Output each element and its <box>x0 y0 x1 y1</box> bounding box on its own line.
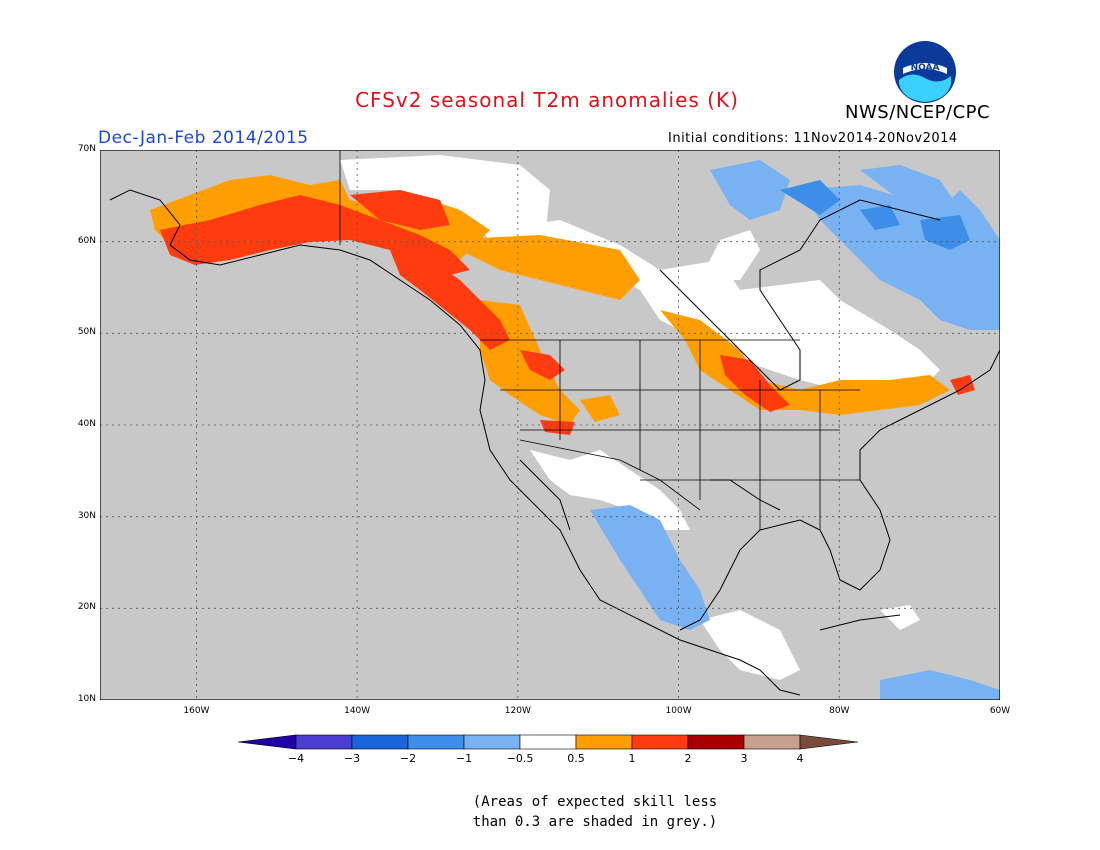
colorbar-segment <box>463 734 521 750</box>
colorbar-tick-label: −4 <box>287 752 305 765</box>
colorbar-tick-label: −1 <box>455 752 473 765</box>
initial-conditions-label: Initial conditions: 11Nov2014-20Nov2014 <box>668 131 958 146</box>
svg-text:NOAA: NOAA <box>911 63 940 73</box>
colorbar-tick-label: −2 <box>399 752 417 765</box>
latitude-label: 60N <box>77 235 96 246</box>
longitude-label: 120W <box>504 706 531 716</box>
latitude-label: 50N <box>77 327 96 338</box>
coastlines <box>109 189 1000 696</box>
graticule <box>100 150 1000 700</box>
agency-label: NWS/NCEP/CPC <box>845 102 991 123</box>
skill-note-line2: than 0.3 are shaded in grey.) <box>472 814 718 830</box>
colorbar-min-arrow <box>238 734 297 750</box>
colorbar <box>238 734 859 750</box>
colorbar-tick-label: 3 <box>740 752 748 765</box>
colorbar-segment <box>575 734 633 750</box>
colorbar-tick-label: 0.5 <box>567 752 585 765</box>
longitude-label: 140W <box>344 706 371 716</box>
anomaly-map <box>100 150 1000 700</box>
longitude-label: 160W <box>183 706 210 716</box>
colorbar-segment <box>743 734 801 750</box>
longitude-label: 80W <box>829 706 850 716</box>
colorbar-tick-label: 2 <box>684 752 692 765</box>
strong-warm-anomaly-regions <box>160 190 975 435</box>
colorbar-segment <box>407 734 465 750</box>
latitude-label: 70N <box>77 144 96 154</box>
colorbar-segment <box>631 734 689 750</box>
colorbar-max-arrow <box>799 734 859 750</box>
colorbar-segment <box>351 734 409 750</box>
colorbar-segment <box>519 734 577 750</box>
season-label: Dec-Jan-Feb 2014/2015 <box>98 128 309 148</box>
latitude-label: 40N <box>77 419 96 429</box>
latitude-label: 20N <box>77 602 96 613</box>
skill-note: (Areas of expected skill less than 0.3 a… <box>0 792 1100 832</box>
colorbar-tick-label: 1 <box>628 752 636 765</box>
latitude-label: 30N <box>77 510 96 521</box>
chart-title: CFSv2 seasonal T2m anomalies (K) <box>355 88 739 112</box>
colorbar-tick-label: −0.5 <box>506 752 534 765</box>
skill-note-line1: (Areas of expected skill less <box>472 794 718 810</box>
noaa-logo: NOAA <box>894 41 956 103</box>
latitude-label: 10N <box>77 694 96 704</box>
cold-anomaly-regions <box>780 180 970 250</box>
colorbar-segment <box>295 734 353 750</box>
colorbar-tick-label: −3 <box>343 752 361 765</box>
colorbar-tick-label: 4 <box>796 752 804 765</box>
political-boundaries <box>339 150 860 530</box>
longitude-label: 60W <box>989 706 1011 716</box>
longitude-label: 100W <box>665 706 692 716</box>
colorbar-segment <box>687 734 745 750</box>
